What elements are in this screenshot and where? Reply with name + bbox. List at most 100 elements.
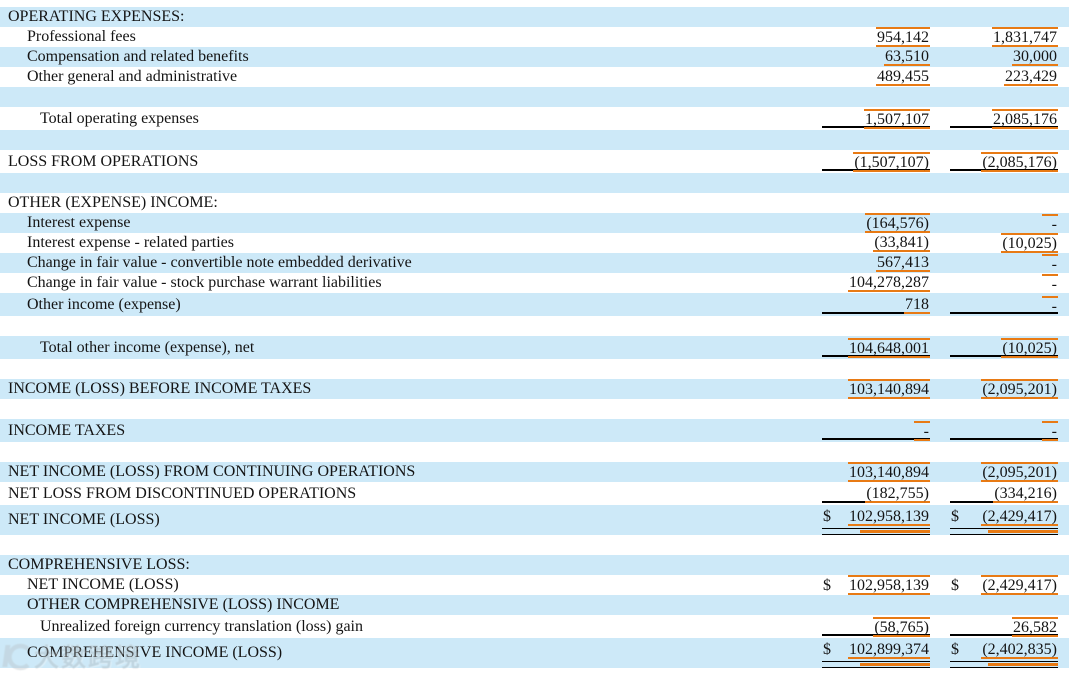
row-label: LOSS FROM OPERATIONS bbox=[8, 152, 199, 170]
table-row: NET INCOME (LOSS) FROM CONTINUING OPERAT… bbox=[0, 462, 1069, 482]
amount-cell-col1 bbox=[822, 595, 930, 615]
amount-cell-col2: - bbox=[950, 213, 1058, 233]
amount-value: 102,958,139 bbox=[848, 575, 930, 595]
amount-cell-col1: $102,899,374 bbox=[822, 638, 930, 668]
amount-cell-col1 bbox=[822, 359, 930, 379]
amount-cell-col2 bbox=[950, 7, 1058, 27]
amount-value: (164,576) bbox=[865, 213, 930, 233]
row-label: NET INCOME (LOSS) bbox=[27, 576, 179, 593]
amount-cell-col1: (58,765) bbox=[822, 615, 930, 638]
single-underline bbox=[822, 312, 930, 314]
row-label: NET INCOME (LOSS) bbox=[8, 511, 160, 528]
table-row: Change in fair value - convertible note … bbox=[0, 253, 1069, 273]
amount-cell-col1: (1,507,107) bbox=[822, 150, 930, 173]
row-label bbox=[0, 359, 822, 379]
table-row: COMPREHENSIVE LOSS: bbox=[0, 555, 1069, 575]
amount-value: - bbox=[1041, 214, 1058, 233]
row-label: OPERATING EXPENSES: bbox=[8, 8, 185, 25]
amount-cell-col2: (2,095,201) bbox=[950, 462, 1058, 482]
amount-cell-col1: - bbox=[822, 419, 930, 442]
amount-value: (2,402,835) bbox=[981, 641, 1058, 659]
table-row: Interest expense (164,576) - bbox=[0, 213, 1069, 233]
row-label bbox=[0, 87, 822, 107]
double-underline bbox=[950, 661, 1058, 668]
table-row: Change in fair value - stock purchase wa… bbox=[0, 273, 1069, 293]
table-row: INCOME (LOSS) BEFORE INCOME TAXES 103,140… bbox=[0, 379, 1069, 399]
amount-cell-col2: - bbox=[950, 273, 1058, 293]
row-label: NET LOSS FROM DISCONTINUED OPERATIONS bbox=[8, 484, 357, 502]
table-row: Compensation and related benefits 63,510 3… bbox=[0, 47, 1069, 67]
amount-value: 718 bbox=[904, 295, 930, 314]
amount-cell-col1: 103,140,894 bbox=[822, 462, 930, 482]
amount-value: 489,455 bbox=[876, 68, 930, 86]
amount-value: 954,142 bbox=[876, 27, 930, 47]
dollar-sign: $ bbox=[951, 508, 959, 525]
amount-cell-col1: 1,507,107 bbox=[822, 107, 930, 130]
double-underline bbox=[822, 661, 930, 668]
table-row: Total other income (expense), net 104,648… bbox=[0, 336, 1069, 359]
row-label: Compensation and related benefits bbox=[27, 48, 249, 65]
amount-value: 1,831,747 bbox=[992, 27, 1058, 47]
amount-cell-col1 bbox=[822, 535, 930, 555]
table-row: Other income (expense) 718 - bbox=[0, 293, 1069, 316]
row-label: NET INCOME (LOSS) FROM CONTINUING OPERAT… bbox=[8, 463, 416, 480]
amount-cell-col2: (2,095,201) bbox=[950, 379, 1058, 399]
amount-cell-col2: - bbox=[950, 253, 1058, 273]
amount-cell-col2: 2,085,176 bbox=[950, 107, 1058, 130]
amount-cell-col2: $ (2,429,417) bbox=[950, 575, 1058, 595]
amount-cell-col2: (10,025) bbox=[950, 233, 1058, 253]
amount-value: (58,765) bbox=[873, 616, 930, 637]
double-underline bbox=[950, 528, 1058, 535]
row-label bbox=[0, 399, 822, 419]
amount-value: 102,899,374 bbox=[848, 641, 930, 659]
amount-cell-col1: 718 bbox=[822, 293, 930, 316]
double-underline bbox=[822, 528, 930, 535]
amount-cell-col1: 954,142 bbox=[822, 27, 930, 47]
table-row: COMPREHENSIVE INCOME (LOSS) $102,899,374 $… bbox=[0, 638, 1069, 668]
spacer-row bbox=[0, 359, 1069, 379]
amount-value: 103,140,894 bbox=[848, 379, 930, 399]
amount-cell-col2 bbox=[950, 193, 1058, 213]
amount-cell-col1: 63,510 bbox=[822, 47, 930, 67]
table-row: INCOME TAXES - - bbox=[0, 419, 1069, 442]
amount-cell-col1: $102,958,139 bbox=[822, 505, 930, 535]
amount-value: 103,140,894 bbox=[848, 462, 930, 482]
amount-cell-col1 bbox=[822, 173, 930, 193]
amount-cell-col2 bbox=[950, 87, 1058, 107]
amount-cell-col1 bbox=[822, 555, 930, 575]
amount-value: (2,095,201) bbox=[981, 462, 1058, 482]
amount-cell-col1 bbox=[822, 442, 930, 462]
amount-cell-col2: (2,085,176) bbox=[950, 150, 1058, 173]
row-label: INCOME (LOSS) BEFORE INCOME TAXES bbox=[8, 380, 312, 397]
amount-cell-col2 bbox=[950, 359, 1058, 379]
amount-value: - bbox=[1041, 420, 1058, 441]
amount-cell-col1: 104,278,287 bbox=[822, 273, 930, 293]
row-label: Change in fair value - stock purchase wa… bbox=[27, 274, 382, 291]
amount-cell-col1 bbox=[822, 130, 930, 150]
spacer-row bbox=[0, 87, 1069, 107]
amount-value: (10,025) bbox=[1001, 233, 1058, 253]
table-row: OTHER COMPREHENSIVE (LOSS) INCOME bbox=[0, 595, 1069, 615]
amount-value: (2,085,176) bbox=[981, 151, 1058, 172]
amount-value: 26,582 bbox=[1012, 616, 1058, 637]
table-row: Unrealized foreign currency translation … bbox=[0, 615, 1069, 638]
single-underline bbox=[950, 312, 1058, 314]
amount-cell-col2 bbox=[950, 535, 1058, 555]
amount-cell-col2 bbox=[950, 399, 1058, 419]
amount-cell-col2 bbox=[950, 130, 1058, 150]
dollar-sign: $ bbox=[823, 508, 831, 525]
amount-cell-col1: (33,841) bbox=[822, 233, 930, 253]
amount-value: (33,841) bbox=[873, 234, 930, 252]
row-label bbox=[0, 535, 822, 555]
amount-value: 104,278,287 bbox=[848, 274, 930, 292]
amount-cell-col2: 1,831,747 bbox=[950, 27, 1058, 47]
row-label: Interest expense - related parties bbox=[27, 234, 235, 251]
amount-value: - bbox=[1041, 254, 1058, 273]
amount-cell-col1 bbox=[822, 7, 930, 27]
amount-cell-col1: $102,958,139 bbox=[822, 575, 930, 595]
amount-cell-col1: (164,576) bbox=[822, 213, 930, 233]
dollar-sign: $ bbox=[823, 641, 831, 658]
table-row: Professional fees 954,142 1,831,747 bbox=[0, 27, 1069, 47]
row-label: Interest expense bbox=[27, 214, 131, 231]
amount-value: 30,000 bbox=[1012, 48, 1058, 66]
